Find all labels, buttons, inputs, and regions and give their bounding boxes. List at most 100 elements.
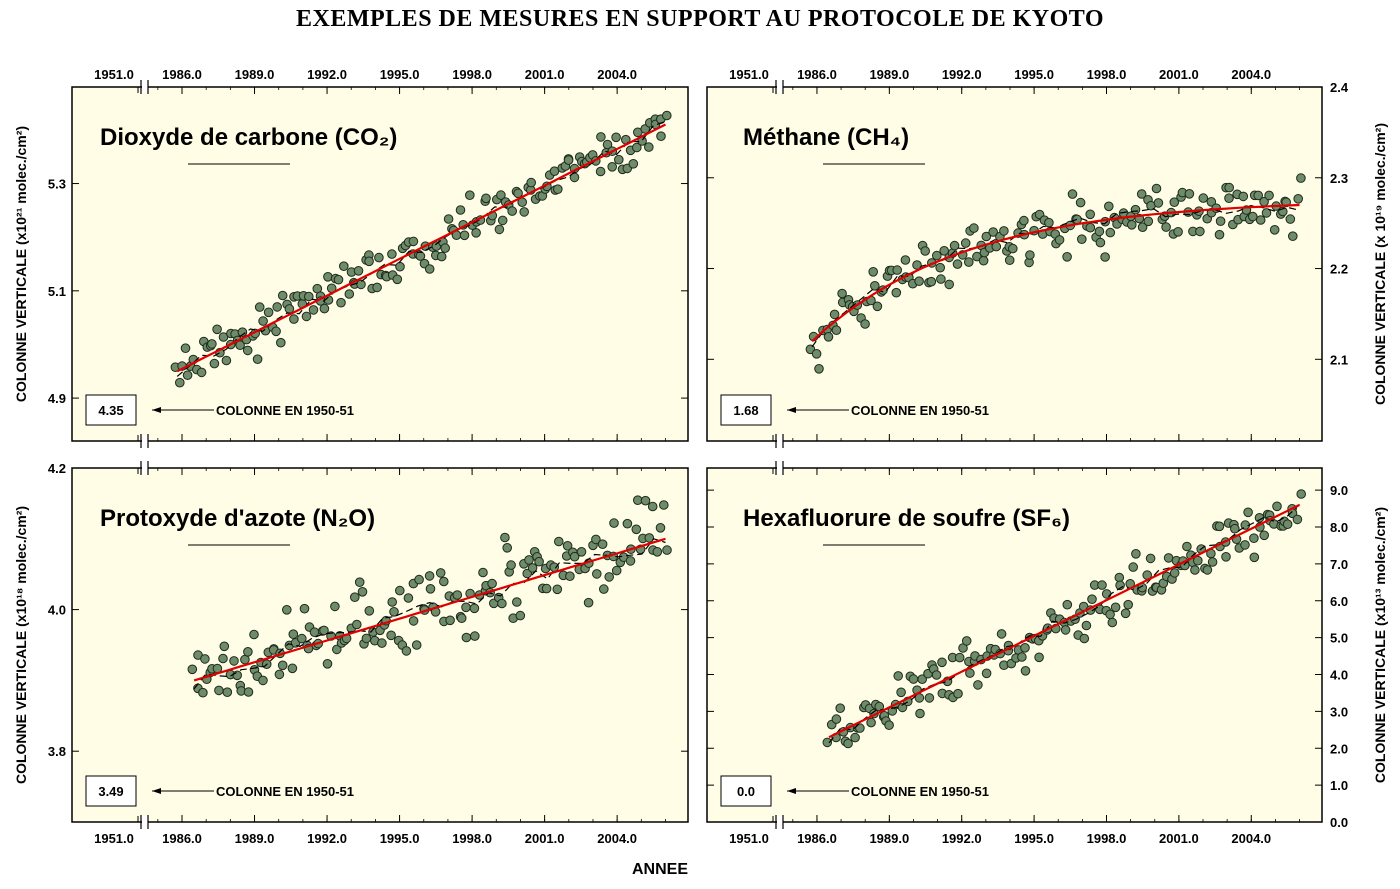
data-point: [461, 602, 471, 613]
data-point: [1101, 589, 1112, 599]
x-tick-label: 2001.0: [525, 831, 565, 846]
data-point: [515, 610, 526, 621]
data-point: [981, 231, 992, 242]
y-tick-label: 3.8: [48, 744, 66, 759]
data-point: [513, 188, 523, 199]
y-tick-label: 0.0: [1330, 815, 1348, 830]
data-point: [452, 590, 463, 600]
data-point: [553, 184, 563, 194]
data-point: [981, 668, 992, 679]
data-point: [611, 132, 621, 143]
data-point: [954, 652, 965, 663]
baseline-value-box: [720, 394, 772, 426]
data-point: [1153, 198, 1164, 208]
data-point: [823, 332, 834, 342]
data-point: [436, 251, 447, 262]
data-point: [469, 603, 480, 614]
data-point: [372, 282, 382, 293]
data-point: [978, 255, 989, 266]
data-point: [632, 142, 642, 153]
x-tick-label: 1986.0: [797, 67, 837, 82]
data-point: [254, 302, 265, 312]
data-point: [814, 364, 824, 374]
trend-fit-line: [193, 537, 666, 682]
data-point: [289, 314, 299, 324]
data-point: [1207, 557, 1218, 567]
data-point: [209, 358, 220, 369]
data-point: [1193, 555, 1203, 566]
x-tick-label: 2004.0: [1231, 67, 1271, 82]
data-point: [218, 653, 228, 664]
data-point: [891, 287, 902, 298]
data-point: [350, 592, 360, 603]
data-point: [1190, 565, 1200, 575]
data-point: [395, 261, 405, 272]
data-point: [395, 585, 405, 596]
data-point: [1105, 227, 1116, 238]
y-tick-label: 3.0: [1330, 704, 1348, 719]
x-tick-label: 2004.0: [1231, 831, 1271, 846]
data-point: [868, 267, 879, 277]
data-point: [180, 343, 191, 354]
data-point: [456, 613, 467, 624]
data-point: [1143, 216, 1154, 227]
data-point: [494, 224, 505, 235]
data-point: [214, 685, 224, 696]
data-point: [897, 702, 908, 713]
data-point: [1110, 602, 1121, 613]
data-point: [301, 311, 312, 322]
data-point: [1034, 652, 1044, 663]
x-tick-label: 2004.0: [597, 67, 637, 82]
data-point: [565, 571, 575, 582]
data-point: [662, 545, 672, 555]
data-point: [1044, 217, 1054, 228]
data-point: [481, 193, 491, 204]
data-point: [282, 605, 292, 615]
data-point: [277, 290, 288, 301]
data-point: [874, 701, 885, 712]
data-point: [960, 238, 971, 248]
y-tick-label: 9.0: [1330, 483, 1348, 498]
data-point: [497, 598, 507, 609]
data-point: [892, 265, 903, 275]
x-tick-label: 2001.0: [1159, 67, 1199, 82]
data-point: [330, 601, 340, 612]
data-point: [949, 240, 960, 251]
axis-break-gap: [777, 81, 783, 93]
data-point: [1282, 519, 1293, 530]
data-point: [1272, 501, 1282, 512]
data-point: [644, 533, 655, 543]
data-point: [855, 723, 865, 733]
data-point: [353, 266, 364, 276]
data-point: [583, 597, 594, 608]
data-point: [182, 370, 193, 381]
panel-frame: [71, 86, 689, 442]
data-point: [297, 633, 307, 644]
data-point: [1224, 193, 1234, 203]
data-point: [461, 632, 472, 643]
data-point: [1255, 215, 1266, 225]
data-point: [1214, 229, 1225, 240]
x-tick-label: 1989.0: [235, 67, 275, 82]
data-point: [361, 633, 372, 644]
data-point: [1296, 173, 1306, 183]
data-point: [304, 291, 314, 302]
data-point: [1169, 197, 1180, 207]
data-point: [1114, 572, 1125, 583]
data-point: [1004, 255, 1015, 266]
data-point: [527, 563, 538, 573]
data-point: [386, 630, 396, 641]
data-point: [252, 354, 263, 365]
y-tick-label: 2.3: [1330, 171, 1348, 186]
data-point: [377, 638, 387, 648]
panel-title: Hexafluorure de soufre (SF₆): [743, 505, 1070, 532]
data-point: [961, 636, 972, 646]
panel-title: Protoxyde d'azote (N₂O): [100, 505, 375, 532]
data-point: [597, 539, 608, 550]
x-axis-label: ANNEE: [631, 861, 688, 878]
baseline-value-box: [85, 775, 137, 807]
data-point: [1230, 523, 1240, 534]
data-point: [1062, 599, 1073, 610]
data-point: [364, 606, 375, 616]
data-point: [319, 625, 329, 636]
